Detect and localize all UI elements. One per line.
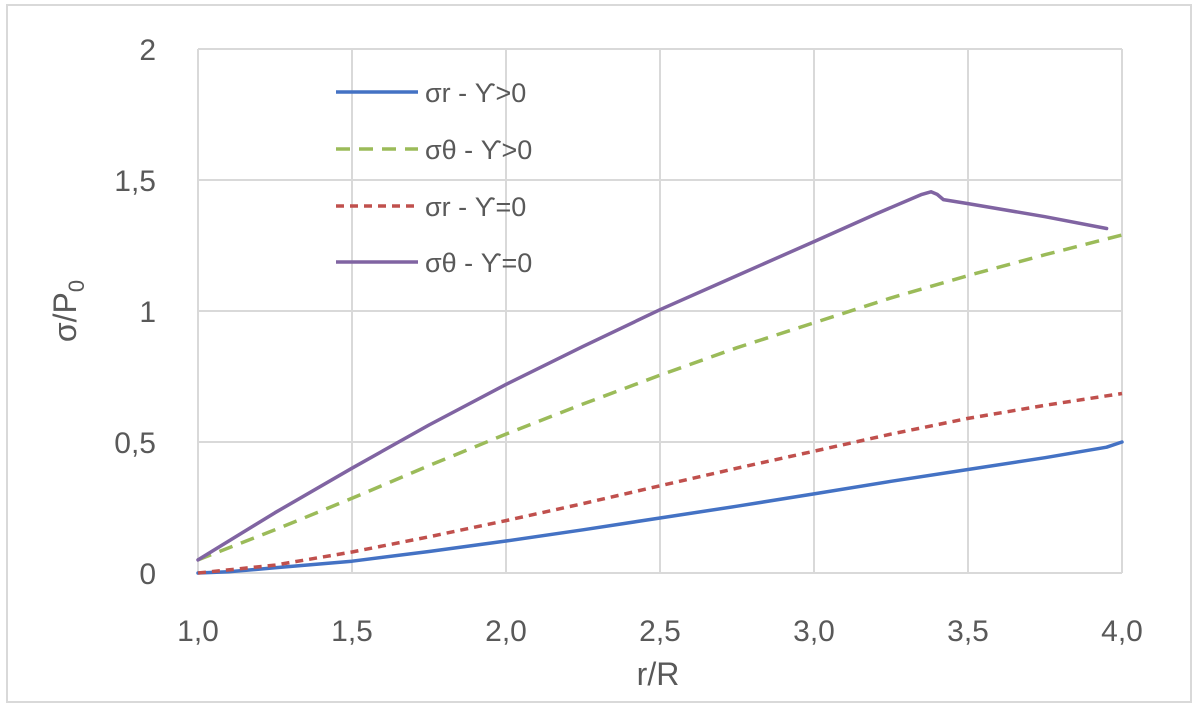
series-line-1 — [196, 440, 1124, 575]
x-tick-label: 2,0 — [485, 615, 527, 648]
y-tick-label: 0 — [139, 558, 156, 591]
x-tick-label: 1,0 — [177, 615, 219, 648]
chart-frame — [6, 4, 1192, 703]
legend-label: σr - ϒ>0 — [425, 78, 526, 108]
legend-label: σθ - ϒ>0 — [425, 135, 532, 165]
y-axis-title-subscript: 0 — [64, 280, 89, 292]
x-tick-label: 1,5 — [331, 615, 373, 648]
x-tick-label: 3,0 — [793, 615, 835, 648]
y-tick-label: 1,5 — [114, 165, 156, 198]
y-tick-label: 0,5 — [114, 427, 156, 460]
legend-label: σr - ϒ=0 — [425, 192, 526, 222]
y-axis-title-main: σ/P — [47, 292, 83, 342]
y-tick-label: 1 — [139, 296, 156, 329]
x-axis-title: r/R — [637, 656, 680, 692]
y-axis-title: σ/P0 — [47, 280, 89, 342]
x-tick-label: 2,5 — [639, 615, 681, 648]
series-line-4 — [196, 190, 1109, 562]
x-tick-labels: 1,0 1,5 2,0 2,5 3,0 3,5 4,0 — [177, 615, 1143, 648]
x-tick-label: 3,5 — [947, 615, 989, 648]
x-tick-label: 4,0 — [1101, 615, 1143, 648]
legend-label: σθ - ϒ=0 — [425, 248, 532, 278]
series-line-3 — [197, 391, 1123, 575]
legend: σr - ϒ>0 σθ - ϒ>0 σr - ϒ=0 σθ - ϒ=0 — [336, 78, 532, 278]
series-lines — [196, 190, 1124, 575]
series-line-2 — [197, 233, 1123, 562]
y-tick-label: 2 — [139, 34, 156, 67]
y-tick-labels: 0 0,5 1 1,5 2 — [114, 34, 156, 591]
